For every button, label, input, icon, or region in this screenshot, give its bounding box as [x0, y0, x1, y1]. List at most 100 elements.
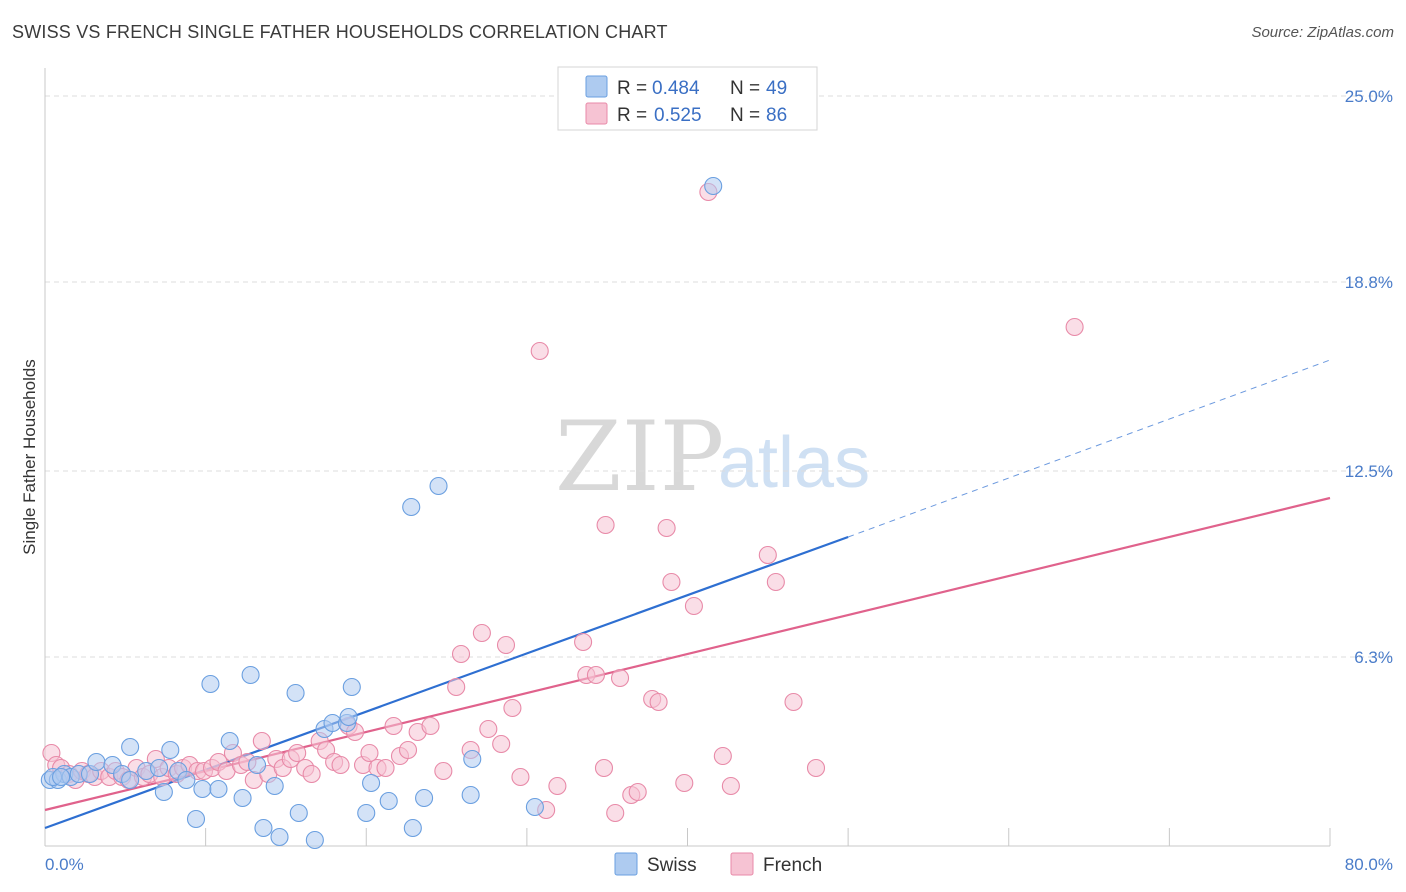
swiss-point: [233, 788, 252, 808]
bottom-legend-swatch-swiss: [614, 852, 638, 876]
swiss-point: [463, 749, 482, 769]
swiss-trend-extension: [847, 359, 1331, 538]
french-point: [675, 773, 694, 793]
french-point: [662, 572, 681, 592]
swiss-point: [379, 791, 398, 811]
french-point: [479, 719, 498, 739]
swiss-point: [525, 797, 544, 817]
french-point: [758, 545, 777, 565]
swiss-point: [402, 497, 421, 517]
french-point: [721, 776, 740, 796]
swiss-point: [87, 752, 106, 772]
legend-french-n-value: 86: [766, 105, 787, 126]
swiss-point: [305, 830, 324, 850]
french-point: [384, 716, 403, 736]
y-axis-label: Single Father Households: [20, 359, 39, 555]
french-point: [252, 731, 271, 751]
french-point: [511, 767, 530, 787]
swiss-point: [193, 779, 212, 799]
swiss-point: [286, 683, 305, 703]
legend-french-r-value: 0.525: [654, 105, 702, 126]
legend-french-r-label: R =: [617, 105, 647, 126]
french-point: [784, 692, 803, 712]
bottom-legend-swiss: Swiss: [647, 855, 697, 876]
bottom-legend: Swiss French: [614, 852, 822, 876]
french-point: [398, 740, 418, 760]
y-tick-label: 25.0%: [1345, 87, 1393, 106]
french-point: [657, 518, 676, 538]
french-point: [1065, 317, 1084, 337]
tick-labels: 6.3% 12.5% 18.8% 25.0% 0.0% 80.0%: [45, 87, 1393, 874]
axes: [44, 68, 1331, 847]
french-point: [451, 644, 471, 664]
swiss-point: [121, 770, 140, 790]
swiss-point: [161, 740, 180, 760]
french-point: [548, 776, 567, 796]
grid-lines: [45, 95, 1395, 658]
swiss-point: [403, 818, 422, 838]
swiss-point: [704, 176, 723, 196]
french-point: [376, 758, 395, 778]
swiss-point: [461, 785, 480, 805]
source-note: Source: ZipAtlas.com: [1251, 24, 1394, 41]
swiss-point: [121, 737, 140, 757]
legend-swiss-n-label: N =: [730, 78, 760, 99]
french-point: [472, 623, 491, 643]
french-point: [606, 803, 625, 823]
french-point: [594, 758, 614, 778]
swiss-point: [247, 755, 267, 775]
watermark-atlas: atlas: [718, 423, 870, 503]
swiss-point: [254, 818, 273, 838]
french-point: [530, 341, 549, 361]
legend: R = 0.484 N = 49 R = 0.525 N = 86: [557, 66, 818, 131]
french-point: [766, 572, 785, 592]
legend-swatch-swiss: [585, 75, 608, 98]
french-point: [331, 755, 350, 775]
swiss-point: [201, 674, 220, 694]
french-point: [447, 677, 466, 697]
y-tick-label: 6.3%: [1354, 648, 1393, 667]
french-point: [421, 716, 440, 736]
swiss-point: [265, 776, 284, 796]
y-tick-label: 18.8%: [1345, 273, 1393, 292]
french-point: [713, 746, 732, 766]
french-point: [596, 515, 615, 535]
french-point: [574, 632, 593, 652]
swiss-point: [357, 803, 376, 823]
french-point: [649, 692, 668, 712]
french-point: [434, 761, 453, 781]
french-point: [684, 596, 703, 616]
legend-swiss-n-value: 49: [766, 78, 787, 99]
french-point: [586, 665, 605, 685]
swiss-point: [289, 803, 308, 823]
swiss-point: [270, 827, 289, 847]
swiss-point: [342, 677, 361, 697]
x-tick-label: 0.0%: [45, 855, 84, 874]
legend-swiss-r-value: 0.484: [652, 78, 700, 99]
french-point: [492, 734, 511, 754]
swiss-point: [209, 779, 228, 799]
watermark-zip: ZIP: [555, 401, 724, 513]
french-point: [302, 764, 321, 784]
french-point: [628, 782, 647, 802]
swiss-point: [220, 731, 239, 751]
legend-swiss-r-label: R =: [617, 78, 647, 99]
swiss-points: [40, 176, 723, 850]
swiss-point: [186, 809, 206, 829]
french-point: [496, 635, 516, 655]
chart-title: SWISS VS FRENCH SINGLE FATHER HOUSEHOLDS…: [12, 22, 668, 42]
bottom-legend-swatch-french: [730, 852, 754, 876]
swiss-point: [154, 782, 173, 802]
y-tick-label: 12.5%: [1345, 462, 1393, 481]
swiss-point: [177, 770, 196, 790]
legend-french-n-label: N =: [730, 105, 760, 126]
french-point: [806, 758, 826, 778]
swiss-point: [415, 788, 434, 808]
legend-swatch-french: [585, 102, 608, 125]
french-point: [360, 743, 379, 763]
swiss-point: [149, 758, 169, 778]
swiss-point: [241, 665, 260, 685]
swiss-point: [339, 707, 358, 727]
x-tick-label: 80.0%: [1345, 855, 1393, 874]
